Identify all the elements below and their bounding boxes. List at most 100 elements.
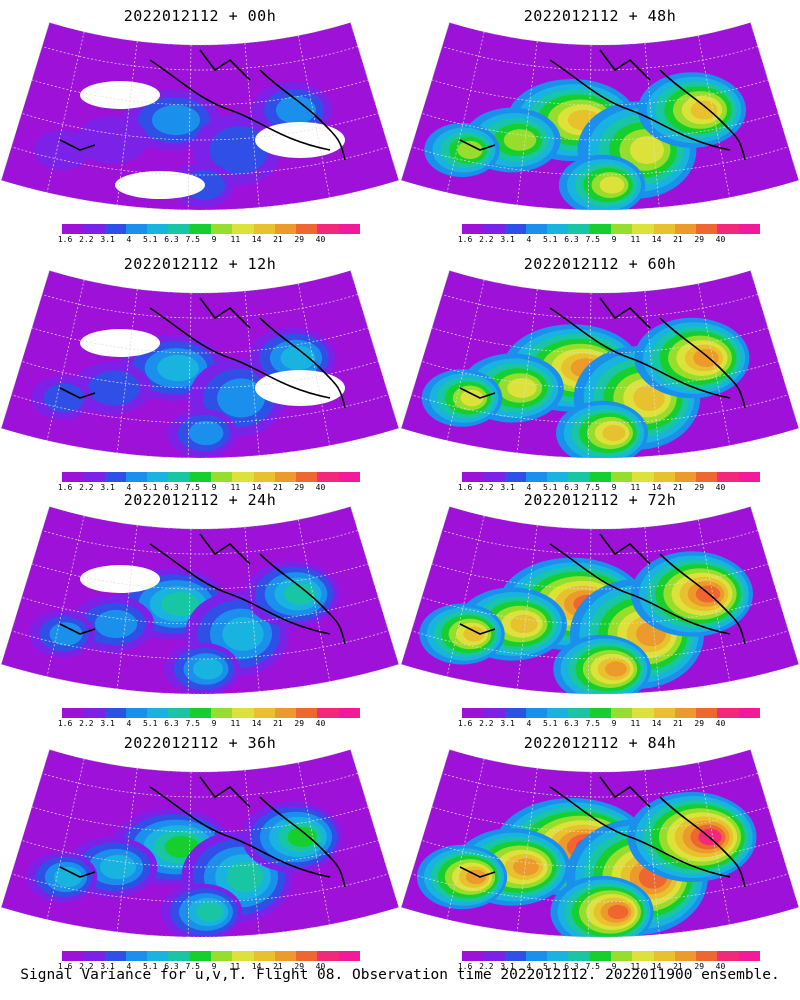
longitude-gridline (750, 270, 799, 429)
variance-contour (460, 389, 484, 407)
colorbar-cell (232, 951, 254, 961)
colorbar-label: 29 (294, 235, 305, 244)
colorbar-cell (483, 708, 505, 718)
colorbar-cell (210, 708, 233, 718)
colorbar-label: 3.1 (100, 962, 115, 971)
colorbar-cell (274, 472, 297, 482)
colorbar-label: 5.1 (142, 483, 158, 492)
colorbar-cell (296, 224, 318, 234)
colorbar-cell (525, 708, 548, 718)
colorbar-label: 3.1 (100, 719, 115, 728)
longitude-gridline (116, 289, 138, 453)
map-outline (400, 22, 800, 211)
longitude-gridline (644, 43, 660, 208)
map-outline (400, 270, 800, 459)
colorbar-cell (717, 224, 739, 234)
colorbar-cell (589, 708, 611, 718)
colorbar-label: 7.5 (185, 483, 200, 492)
longitude-gridline (297, 35, 331, 198)
colorbar-cell (253, 472, 275, 482)
colorbar-cell (338, 224, 360, 234)
variance-contour (222, 617, 264, 651)
colorbar-label: 21 (673, 235, 683, 244)
colorbar-label: 14 (651, 719, 662, 728)
panel-title: 2022012112 + 12h (123, 255, 277, 273)
colorbar-label: 3.1 (100, 483, 115, 492)
variance-contour (99, 854, 137, 880)
longitude-gridline (446, 31, 485, 193)
colorbar-cell (674, 472, 697, 482)
colorbar-cell (189, 224, 211, 234)
colorbar-label: 29 (294, 483, 305, 492)
colorbar-cell (125, 951, 148, 961)
colorbar-cell (104, 708, 126, 718)
colorbar-label: 5.1 (142, 719, 158, 728)
colorbar-cell (62, 472, 84, 482)
colorbar (62, 708, 360, 718)
colorbar-label: 5.1 (142, 235, 158, 244)
coastline (59, 297, 346, 409)
colorbar-cell (189, 951, 211, 961)
colorbar-label: 14 (651, 962, 662, 971)
colorbar-cell (504, 951, 526, 961)
colorbar-cell (632, 472, 654, 482)
colorbar-label: 40 (715, 962, 726, 971)
forecast-panel: 2022012112 + 72h 1.6 2.2 3.1 4 5.1 6.3 7.5 9 11 14… (400, 484, 800, 734)
colorbar-cell (210, 224, 233, 234)
latitude-gridline (1, 270, 399, 319)
panel-title: 2022012112 + 00h (123, 7, 277, 25)
colorbar-cell (589, 472, 611, 482)
colorbar-label: 5.1 (542, 235, 558, 244)
colorbar-cell (232, 708, 254, 718)
colorbar-label: 6.3 (564, 483, 579, 492)
longitude-gridline (446, 515, 485, 677)
colorbar-cell (83, 472, 105, 482)
colorbar-label: 6.3 (564, 962, 579, 971)
colorbar-label: 11 (230, 483, 241, 492)
longitude-gridline (516, 41, 538, 205)
map-outline (0, 22, 400, 211)
longitude-gridline (297, 283, 331, 446)
latitude-gridline (401, 749, 799, 798)
colorbar-cell (83, 708, 105, 718)
colorbar-label: 1.6 (57, 235, 73, 244)
variance-contour (287, 826, 317, 848)
colorbar-label: 2.2 (479, 483, 494, 492)
longitude-gridline (244, 291, 260, 456)
map-outline (0, 506, 400, 695)
colorbar-cell (274, 951, 297, 961)
longitude-gridline (446, 279, 485, 441)
colorbar (62, 951, 360, 961)
longitude-gridline (587, 44, 592, 210)
colorbar-label: 2.2 (479, 719, 494, 728)
colorbar-label: 11 (630, 483, 641, 492)
colorbar (462, 708, 760, 718)
colorbar-label: 1.6 (57, 962, 73, 971)
colorbar-cell (104, 472, 126, 482)
coastline (459, 49, 746, 161)
colorbar-label: 4 (126, 235, 132, 244)
colorbar-label: 3.1 (500, 483, 515, 492)
colorbar-cell (83, 951, 105, 961)
longitude-gridline (516, 525, 538, 689)
colorbar-label: 29 (294, 719, 305, 728)
latitude-gridline (1, 749, 399, 903)
colorbar-label: 11 (630, 962, 641, 971)
latitude-gridline (401, 270, 799, 319)
colorbar-labels: 1.6 2.2 3.1 4 5.1 6.3 7.5 9 11 14 21 29 40 (0, 235, 400, 247)
map-outline (400, 506, 800, 695)
colorbar-label: 29 (694, 235, 705, 244)
colorbar-label: 14 (651, 235, 662, 244)
colorbar-cell (296, 472, 318, 482)
colorbar-label: 9 (611, 235, 617, 244)
colorbar-cell (104, 951, 126, 961)
variance-contour (87, 370, 141, 406)
colorbar-cell (462, 708, 484, 718)
longitude-gridline (244, 43, 260, 208)
colorbar-label: 21 (273, 962, 283, 971)
colorbar-label: 1.6 (457, 235, 473, 244)
colorbar-label: 21 (273, 483, 283, 492)
figure-caption: Signal Variance for u,v,T. Flight 08. Ob… (20, 967, 780, 983)
latitude-gridline (1, 270, 399, 424)
colorbar (462, 951, 760, 961)
